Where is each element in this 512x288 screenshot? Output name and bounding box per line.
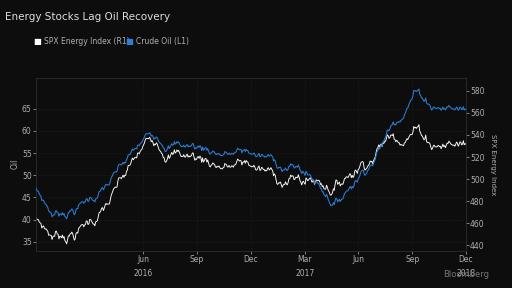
Y-axis label: Oil: Oil: [10, 159, 19, 169]
Text: Bloomberg: Bloomberg: [443, 270, 489, 279]
Y-axis label: SPX Energy Index: SPX Energy Index: [490, 134, 496, 195]
Text: ■: ■: [33, 37, 41, 46]
Text: Crude Oil (L1): Crude Oil (L1): [136, 37, 189, 46]
Text: Energy Stocks Lag Oil Recovery: Energy Stocks Lag Oil Recovery: [5, 12, 170, 22]
Text: SPX Energy Index (R1): SPX Energy Index (R1): [44, 37, 129, 46]
Text: 2017: 2017: [295, 270, 314, 278]
Text: ■: ■: [125, 37, 133, 46]
Text: 2018: 2018: [456, 270, 476, 278]
Text: 2016: 2016: [134, 270, 153, 278]
